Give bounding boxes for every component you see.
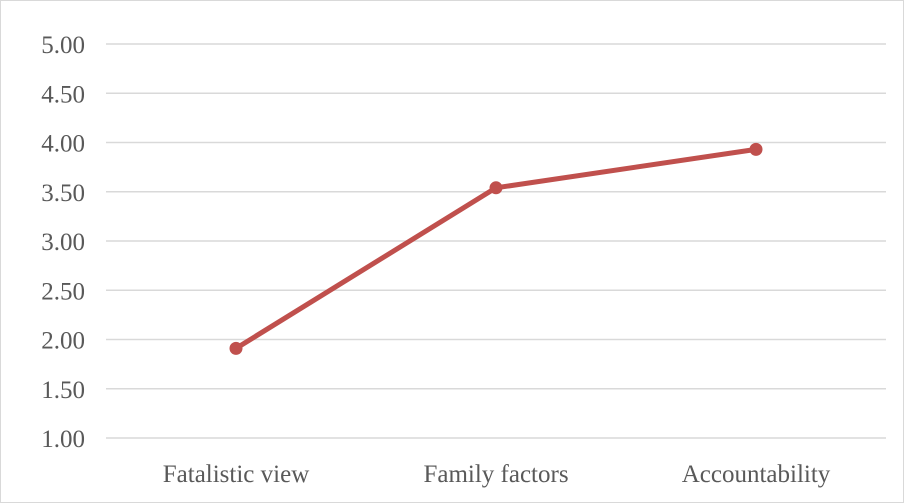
y-tick-label: 4.50 (41, 81, 85, 108)
gridlines (106, 43, 886, 439)
x-category-label: Fatalistic view (163, 461, 310, 488)
y-tick-label: 3.50 (41, 180, 85, 207)
x-axis-category-labels: Fatalistic view Family factors Accountabil… (163, 461, 831, 488)
y-tick-label: 1.50 (41, 377, 85, 404)
y-tick-label: 5.00 (41, 32, 85, 59)
y-tick-label: 3.00 (41, 229, 85, 256)
y-tick-label: 2.50 (41, 278, 85, 305)
data-point (489, 181, 503, 195)
y-tick-label: 1.00 (41, 426, 85, 453)
series-line (233, 146, 759, 351)
y-tick-label: 4.00 (41, 131, 85, 158)
series-layer (229, 142, 763, 355)
x-category-label: Accountability (682, 461, 831, 488)
x-category-label: Family factors (423, 461, 568, 488)
data-point (749, 142, 763, 156)
y-tick-label: 2.00 (41, 328, 85, 355)
data-point (229, 341, 243, 355)
y-axis-tick-labels: 5.00 4.50 4.00 3.50 3.00 2.50 2.00 1.50 1.00 (41, 32, 85, 453)
